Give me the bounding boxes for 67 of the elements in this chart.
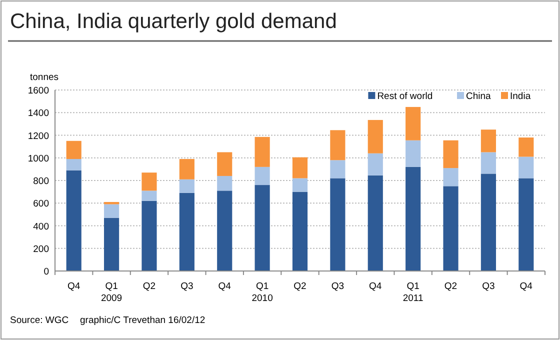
bar bbox=[66, 170, 82, 271]
y-tick-label: 1200 bbox=[28, 130, 49, 142]
x-tick-label: Q1 2009 bbox=[100, 281, 122, 304]
bar bbox=[330, 160, 346, 178]
bar bbox=[480, 152, 496, 174]
bar bbox=[104, 204, 120, 218]
text: graphic/C Trevethan 16/02/12 bbox=[80, 315, 206, 326]
bar bbox=[292, 157, 308, 178]
bar bbox=[330, 130, 346, 160]
bar bbox=[179, 179, 194, 193]
y-tick-label: 1000 bbox=[28, 153, 49, 164]
bar bbox=[368, 175, 383, 271]
bar bbox=[443, 140, 458, 168]
source-note: Source: WGC bbox=[10, 315, 69, 326]
bar bbox=[330, 178, 346, 271]
bar bbox=[406, 140, 421, 167]
bar bbox=[179, 192, 194, 271]
x-tick-label: Q1 2010 bbox=[252, 281, 273, 304]
y-tick-label: 1600 bbox=[28, 86, 49, 96]
bar bbox=[179, 159, 194, 180]
x-tick-label: Q3 bbox=[331, 281, 344, 292]
y-tick-label: 400 bbox=[33, 221, 49, 232]
x-tick-label: Q2 bbox=[142, 281, 156, 292]
legend-label: India bbox=[510, 91, 532, 102]
bar bbox=[66, 159, 82, 170]
x-tick-label: Q4 bbox=[520, 281, 532, 292]
bar bbox=[142, 200, 157, 271]
bar bbox=[368, 153, 383, 176]
y-axis-title: tonnes bbox=[30, 72, 59, 83]
x-tick-label: Q4 bbox=[218, 281, 231, 292]
bar bbox=[518, 138, 534, 157]
bar bbox=[254, 166, 270, 186]
legend-label: China bbox=[466, 91, 492, 102]
bar bbox=[443, 168, 458, 186]
x-tick-label: Q4 bbox=[369, 281, 382, 292]
y-tick-label: 800 bbox=[33, 176, 49, 187]
bar bbox=[254, 185, 270, 271]
bar bbox=[217, 152, 232, 176]
x-tick-label: Q1 2011 bbox=[402, 281, 424, 304]
bar bbox=[217, 176, 232, 191]
bar bbox=[480, 174, 496, 271]
bar bbox=[66, 140, 82, 160]
bar bbox=[104, 218, 120, 271]
bar bbox=[142, 190, 157, 201]
bar bbox=[217, 190, 232, 271]
bar bbox=[292, 178, 308, 192]
bar bbox=[406, 106, 421, 140]
bar bbox=[443, 186, 458, 271]
y-tick-label: 200 bbox=[33, 244, 49, 255]
x-tick-label: Q2 bbox=[294, 281, 306, 292]
bar bbox=[292, 192, 308, 271]
x-tick-label: Q3 bbox=[482, 281, 495, 292]
bar bbox=[368, 120, 383, 154]
bar bbox=[406, 166, 421, 271]
y-tick-label: 1400 bbox=[28, 108, 49, 120]
chart-title: China, India quarterly gold demand bbox=[10, 10, 337, 33]
x-tick-label: Q2 bbox=[444, 281, 458, 292]
y-tick-label: 0 bbox=[44, 266, 49, 278]
bar bbox=[518, 156, 534, 178]
y-tick-label: 600 bbox=[33, 198, 49, 210]
x-tick-label: Q3 bbox=[180, 281, 194, 292]
bar bbox=[142, 172, 157, 191]
bar bbox=[480, 130, 496, 152]
legend-label: Rest of world bbox=[377, 91, 433, 102]
x-tick-label: Q4 bbox=[68, 281, 80, 292]
bar bbox=[518, 178, 534, 271]
bar bbox=[254, 136, 270, 167]
